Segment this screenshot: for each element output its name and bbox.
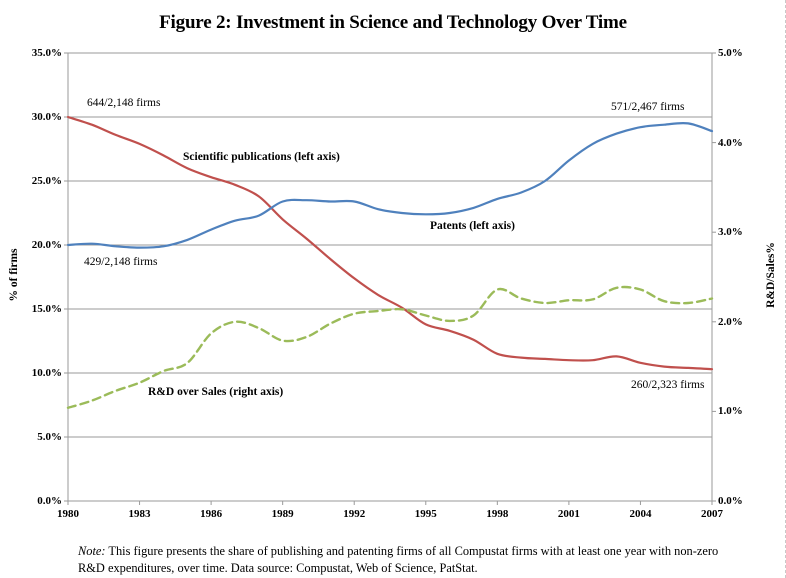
- series-label-patents: Patents (left axis): [430, 220, 515, 232]
- right-axis-tick-label: 2.0%: [718, 315, 743, 328]
- right-axis-tick-label: 4.0%: [718, 136, 743, 149]
- series-label-rnd-sales: R&D over Sales (right axis): [148, 386, 284, 398]
- note-line2: R&D expenditures, over time. Data source…: [78, 560, 478, 575]
- x-axis-tick-label: 1989: [271, 508, 294, 520]
- x-axis-tick-label: 1995: [414, 508, 437, 520]
- left-axis-tick-label: 0.0%: [37, 495, 62, 507]
- annotation-571-firms: 571/2,467 firms: [611, 101, 685, 113]
- right-axis-tick-label: 0.0%: [718, 495, 743, 507]
- annotation-429-firms: 429/2,148 firms: [84, 256, 158, 268]
- left-axis-tick-label: 35.0%: [31, 47, 62, 59]
- x-axis-tick-label: 1998: [486, 508, 509, 520]
- x-axis-tick-label: 1980: [57, 508, 79, 520]
- x-axis-tick-label: 2001: [557, 508, 580, 520]
- left-axis-tick-label: 5.0%: [37, 431, 62, 443]
- right-axis-title: R&D/Sales%: [765, 242, 777, 308]
- left-axis-tick-label: 10.0%: [31, 367, 62, 379]
- note-prefix: Note:: [78, 544, 106, 558]
- left-axis-tick-label: 25.0%: [31, 175, 62, 187]
- right-axis-tick-label: 3.0%: [718, 226, 743, 239]
- chart-title: Figure 2: Investment in Science and Tech…: [159, 12, 627, 33]
- x-axis-tick-label: 2004: [629, 508, 652, 520]
- annotation-644-firms: 644/2,148 firms: [87, 97, 161, 109]
- left-axis-tick-label: 15.0%: [31, 303, 62, 315]
- series-label-publications: Scientific publications (left axis): [183, 151, 340, 163]
- x-axis-tick-label: 1986: [200, 508, 223, 520]
- right-axis-tick-label: 1.0%: [718, 405, 743, 418]
- note-line1: This figure presents the share of publis…: [108, 544, 719, 558]
- x-axis-tick-label: 1992: [343, 508, 366, 520]
- x-axis-tick-label: 2007: [701, 508, 723, 520]
- series-line-scientific-publications: [66, 115, 714, 371]
- series-line-patents: [66, 121, 714, 249]
- figure-note: Note: This figure presents the share of …: [78, 543, 774, 576]
- left-axis-tick-label: 20.0%: [31, 239, 62, 251]
- right-axis-tick-label: 5.0%: [718, 47, 743, 59]
- series-line-r-d-over-sales: [66, 285, 714, 409]
- plot-border: [67, 52, 713, 502]
- x-axis-tick-label: 1983: [128, 508, 151, 520]
- left-axis-tick-label: 30.0%: [31, 111, 62, 123]
- annotation-260-firms: 260/2,323 firms: [631, 379, 705, 391]
